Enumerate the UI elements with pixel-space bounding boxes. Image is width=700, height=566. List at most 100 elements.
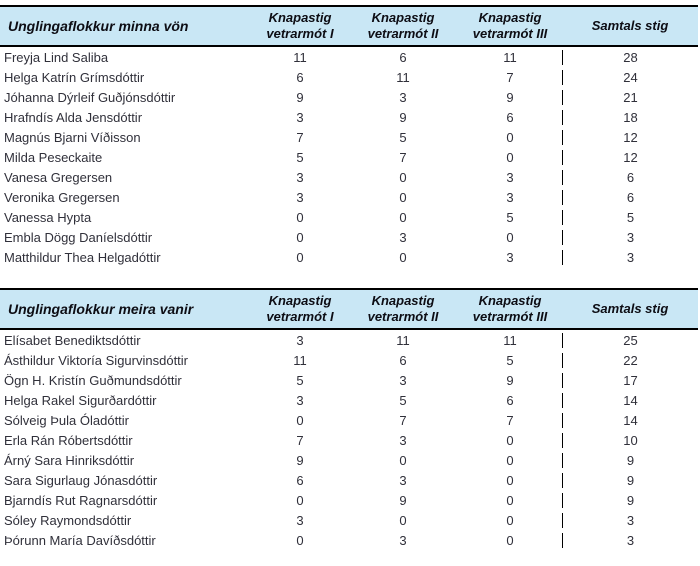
- table-row: Ásthildur Viktoría Sigurvinsdóttir 11 6 5 22: [0, 350, 698, 370]
- rider-name: Elísabet Benediktsdóttir: [4, 332, 141, 348]
- rider-name: Erla Rán Róbertsdóttir: [4, 432, 133, 448]
- table-row: Þórunn María Davíðsdóttir 0 3 0 3: [0, 530, 698, 550]
- rider-name: Veronika Gregersen: [4, 189, 120, 205]
- total-points: 9: [562, 452, 698, 468]
- score-vetrarmot-1: 0: [296, 532, 304, 548]
- score-vetrarmot-1: 3: [296, 392, 304, 408]
- score-vetrarmot-3: 0: [506, 472, 514, 488]
- score-vetrarmot-3: 5: [506, 352, 514, 368]
- score-vetrarmot-1: 3: [296, 109, 304, 125]
- table-row: Árný Sara Hinriksdóttir 9 0 0 9: [0, 450, 698, 470]
- score-vetrarmot-3: 5: [506, 209, 514, 225]
- score-vetrarmot-1: 5: [296, 149, 304, 165]
- rider-name: Ásthildur Viktoría Sigurvinsdóttir: [4, 352, 189, 368]
- score-vetrarmot-2: 0: [399, 189, 407, 205]
- table-header-row: Unglingaflokkur minna vön Knapastig vetr…: [0, 5, 698, 47]
- total-points: 14: [562, 412, 698, 428]
- table-row: Embla Dögg Daníelsdóttir 0 3 0 3: [0, 227, 698, 247]
- total-points: 9: [562, 492, 698, 508]
- table-title: Unglingaflokkur meira vanir: [8, 301, 194, 317]
- score-vetrarmot-1: 0: [296, 249, 304, 265]
- table-row: Elísabet Benediktsdóttir 3 11 11 25: [0, 330, 698, 350]
- total-points: 6: [562, 189, 698, 205]
- column-header-line1: Knapastig: [268, 293, 332, 308]
- score-vetrarmot-2: 6: [399, 49, 407, 65]
- score-table-meira-vanir: Unglingaflokkur meira vanir Knapastig ve…: [0, 288, 698, 550]
- score-vetrarmot-1: 3: [296, 332, 304, 348]
- score-vetrarmot-2: 11: [396, 332, 410, 348]
- score-vetrarmot-2: 0: [399, 249, 407, 265]
- rider-name: Sóley Raymondsdóttir: [4, 512, 132, 528]
- score-vetrarmot-2: 0: [399, 512, 407, 528]
- rider-name: Sólveig Þula Óladóttir: [4, 412, 130, 428]
- column-header-line2: vetrarmót I: [266, 26, 334, 41]
- score-vetrarmot-2: 7: [399, 149, 407, 165]
- table-row: Vanesa Gregersen 3 0 3 6: [0, 167, 698, 187]
- total-points: 6: [562, 169, 698, 185]
- score-vetrarmot-3: 0: [506, 452, 514, 468]
- rider-name: Vanessa Hypta: [4, 209, 92, 225]
- score-vetrarmot-1: 6: [296, 472, 304, 488]
- score-vetrarmot-1: 9: [296, 89, 304, 105]
- rider-name: Árný Sara Hinriksdóttir: [4, 452, 135, 468]
- table-row: Bjarndís Rut Ragnarsdóttir 0 9 0 9: [0, 490, 698, 510]
- table-row: Freyja Lind Saliba 11 6 11 28: [0, 47, 698, 67]
- table-row: Jóhanna Dýrleif Guðjónsdóttir 9 3 9 21: [0, 87, 698, 107]
- table-row: Hrafndís Alda Jensdóttir 3 9 6 18: [0, 107, 698, 127]
- column-header-line2: vetrarmót III: [472, 309, 548, 324]
- score-vetrarmot-3: 9: [506, 89, 514, 105]
- score-vetrarmot-3: 6: [506, 392, 514, 408]
- column-header-vetrarmot-3: Knapastig vetrarmót III: [458, 7, 562, 45]
- column-header-line2: vetrarmót II: [367, 309, 439, 324]
- score-vetrarmot-3: 0: [506, 532, 514, 548]
- rider-name: Ögn H. Kristín Guðmundsdóttir: [4, 372, 182, 388]
- column-header-line2: vetrarmót III: [472, 26, 548, 41]
- table-row: Helga Rakel Sigurðardóttir 3 5 6 14: [0, 390, 698, 410]
- rider-name: Bjarndís Rut Ragnarsdóttir: [4, 492, 158, 508]
- table-body: Freyja Lind Saliba 11 6 11 28 Helga Katrín Gr…: [0, 47, 698, 267]
- table-row: Veronika Gregersen 3 0 3 6: [0, 187, 698, 207]
- column-header-samtals-stig: Samtals stig: [562, 290, 698, 328]
- table-row: Helga Katrín Grímsdóttir 6 11 7 24: [0, 67, 698, 87]
- score-vetrarmot-3: 3: [506, 189, 514, 205]
- column-header-vetrarmot-3: Knapastig vetrarmót III: [458, 290, 562, 328]
- score-vetrarmot-2: 9: [399, 492, 407, 508]
- score-vetrarmot-3: 7: [506, 69, 514, 85]
- column-header-line1: Knapastig: [478, 10, 542, 25]
- score-vetrarmot-1: 6: [296, 69, 304, 85]
- score-vetrarmot-3: 0: [506, 492, 514, 508]
- score-vetrarmot-3: 7: [506, 412, 514, 428]
- table-row: Magnús Bjarni Víðisson 7 5 0 12: [0, 127, 698, 147]
- table-row: Sóley Raymondsdóttir 3 0 0 3: [0, 510, 698, 530]
- rider-name: Magnús Bjarni Víðisson: [4, 129, 141, 145]
- score-vetrarmot-1: 9: [296, 452, 304, 468]
- score-vetrarmot-3: 3: [506, 169, 514, 185]
- column-header-line1: Samtals stig: [591, 18, 669, 33]
- total-points: 21: [562, 89, 698, 105]
- score-vetrarmot-3: 9: [506, 372, 514, 388]
- score-vetrarmot-1: 3: [296, 512, 304, 528]
- score-vetrarmot-2: 7: [399, 412, 407, 428]
- score-vetrarmot-1: 11: [293, 352, 307, 368]
- score-vetrarmot-2: 6: [399, 352, 407, 368]
- total-points: 9: [562, 472, 698, 488]
- total-points: 12: [562, 149, 698, 165]
- score-vetrarmot-2: 9: [399, 109, 407, 125]
- score-vetrarmot-1: 7: [296, 129, 304, 145]
- total-points: 3: [562, 249, 698, 265]
- total-points: 12: [562, 129, 698, 145]
- rider-name: Vanesa Gregersen: [4, 169, 113, 185]
- total-points: 28: [562, 49, 698, 65]
- column-header-line1: Samtals stig: [591, 301, 669, 316]
- score-vetrarmot-2: 0: [399, 209, 407, 225]
- rider-name: Jóhanna Dýrleif Guðjónsdóttir: [4, 89, 176, 105]
- score-vetrarmot-1: 11: [293, 49, 307, 65]
- score-vetrarmot-1: 3: [296, 169, 304, 185]
- score-vetrarmot-2: 3: [399, 472, 407, 488]
- score-vetrarmot-2: 3: [399, 229, 407, 245]
- score-vetrarmot-3: 0: [506, 432, 514, 448]
- score-vetrarmot-2: 5: [399, 392, 407, 408]
- score-table-minna-von: Unglingaflokkur minna vön Knapastig vetr…: [0, 5, 698, 267]
- rider-name: Þórunn María Davíðsdóttir: [4, 532, 156, 548]
